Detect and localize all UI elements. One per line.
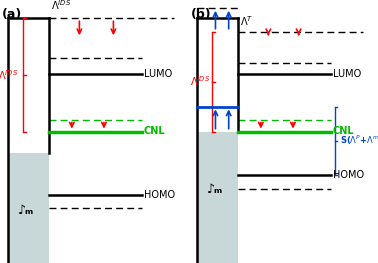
- Text: $\Lambda^{IDS}$: $\Lambda^{IDS}$: [190, 75, 210, 88]
- Text: $\Lambda^{IDS}$: $\Lambda^{IDS}$: [0, 68, 18, 82]
- Text: HOMO: HOMO: [333, 170, 364, 180]
- Text: $\Lambda^{IDS}$: $\Lambda^{IDS}$: [51, 0, 71, 12]
- Text: CNL: CNL: [333, 127, 354, 136]
- Text: CNL: CNL: [144, 127, 165, 136]
- Text: ♪ₘ: ♪ₘ: [19, 204, 34, 217]
- Text: LUMO: LUMO: [333, 69, 361, 79]
- Bar: [8, 153, 49, 263]
- Text: ♪ₘ: ♪ₘ: [208, 183, 223, 196]
- Text: LUMO: LUMO: [144, 69, 172, 79]
- Text: (a): (a): [2, 8, 22, 21]
- Text: S($\Lambda^P$+$\Lambda^{mol}$): S($\Lambda^P$+$\Lambda^{mol}$): [340, 134, 378, 147]
- Text: (b): (b): [191, 8, 212, 21]
- Text: HOMO: HOMO: [144, 190, 175, 200]
- Bar: [197, 132, 238, 263]
- Text: $\Lambda^T$: $\Lambda^T$: [240, 14, 253, 28]
